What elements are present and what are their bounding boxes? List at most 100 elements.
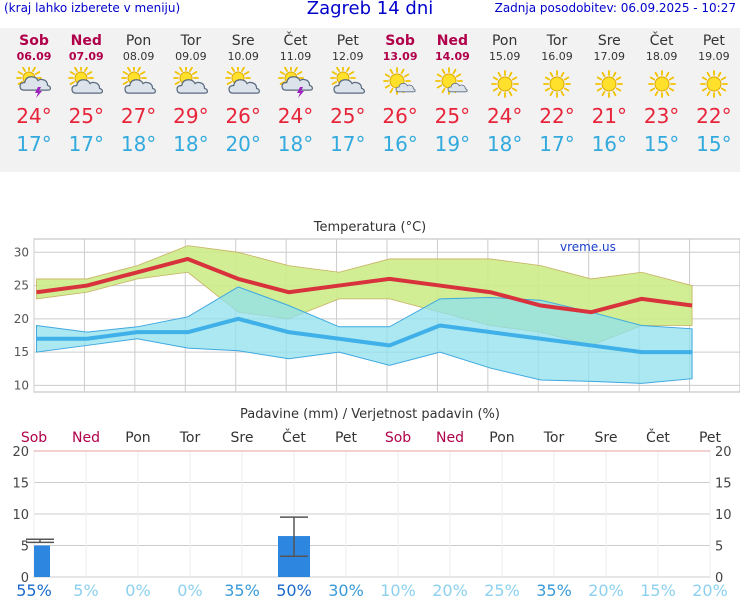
precip-probability: 0% <box>177 581 202 600</box>
min-temperature: 16° <box>591 132 628 156</box>
sun-cloud-icon <box>217 64 269 104</box>
precip-probability: 15% <box>640 581 676 600</box>
day-name: Sob <box>19 33 49 49</box>
daily-forecast-strip: Sob 06.09 24° 17° Ned 07.09 25° 17° Pon 08.09 27° 1… <box>0 28 740 172</box>
day-label: Pet <box>699 430 722 446</box>
day-label: Sre <box>595 430 618 446</box>
day-name: Pon <box>491 33 518 49</box>
day-column: Čet 11.09 24° 18° <box>270 28 322 160</box>
day-column: Sob 13.09 26° 16° <box>374 28 426 160</box>
day-label: Ned <box>72 430 100 446</box>
day-label: Tor <box>543 430 565 446</box>
day-date: 10.09 <box>227 50 259 63</box>
day-column: Pet 12.09 25° 17° <box>322 28 374 160</box>
day-column: Tor 16.09 22° 17° <box>531 28 583 160</box>
y-tick-label-left: 15 <box>12 477 29 492</box>
sun-icon <box>583 64 635 104</box>
max-temperature: 25° <box>68 104 105 128</box>
day-date: 17.09 <box>593 50 626 63</box>
precip-probability: 5% <box>73 581 98 600</box>
precip-probability: 10% <box>380 581 416 600</box>
min-temperature: 18° <box>486 132 523 156</box>
day-date: 15.09 <box>488 50 521 63</box>
day-date: 16.09 <box>541 50 573 63</box>
y-tick-label: 25 <box>14 279 29 293</box>
precip-probability: 20% <box>692 581 728 600</box>
max-temperature: 25° <box>330 104 366 128</box>
day-label: Tor <box>179 430 201 446</box>
sun-cloud-icon <box>60 64 112 104</box>
max-temperature: 25° <box>434 104 471 128</box>
day-label: Čet <box>646 428 670 446</box>
sun-icon <box>636 64 688 104</box>
day-column: Sre 17.09 21° 16° <box>583 28 635 160</box>
max-temperature: 24° <box>277 104 314 128</box>
day-name: Ned <box>70 33 102 49</box>
day-name: Ned <box>436 33 468 49</box>
day-date: 06.09 <box>16 50 52 63</box>
day-column: Pet 19.09 22° 15° <box>688 28 740 160</box>
y-tick-label-right: 0 <box>715 571 723 586</box>
min-temperature: 18° <box>173 132 209 156</box>
day-name: Pet <box>336 33 359 49</box>
max-temperature: 24° <box>16 104 52 128</box>
day-name: Tor <box>180 33 202 49</box>
min-temperature: 17° <box>539 132 575 156</box>
day-name: Čet <box>283 33 308 49</box>
day-date: 14.09 <box>434 50 470 63</box>
max-temperature: 23° <box>643 104 680 128</box>
max-temp-line <box>36 256 693 315</box>
y-tick-label-right: 5 <box>715 540 723 555</box>
max-temperature: 26° <box>225 104 261 128</box>
sun-small-cloud-icon <box>426 64 478 104</box>
sun-cloud-icon <box>113 64 165 104</box>
day-column: Sre 10.09 26° 20° <box>217 28 269 160</box>
min-temperature: 15° <box>643 132 680 156</box>
sun-icon <box>531 64 583 104</box>
y-tick-label: 30 <box>14 245 29 259</box>
day-column: Ned 14.09 25° 19° <box>426 28 478 160</box>
precip-probability: 35% <box>224 581 260 600</box>
day-name: Sre <box>597 33 621 49</box>
day-label: Pon <box>489 430 514 446</box>
day-column: Ned 07.09 25° 17° <box>60 28 112 160</box>
min-temperature: 19° <box>434 132 471 156</box>
day-name: Sob <box>385 33 415 49</box>
min-temperature: 17° <box>330 132 366 156</box>
sun-icon <box>688 64 740 104</box>
y-tick-label: 20 <box>14 312 29 326</box>
day-column: Tor 09.09 29° 18° <box>165 28 217 160</box>
day-date: 08.09 <box>122 50 155 63</box>
sun-cloud-icon <box>165 64 217 104</box>
min-temp-range-band <box>36 286 693 384</box>
y-tick-label-left: 5 <box>21 540 29 555</box>
day-column: Pon 08.09 27° 18° <box>113 28 165 160</box>
precip-probability: 35% <box>536 581 572 600</box>
day-label: Čet <box>282 428 306 446</box>
day-label: Ned <box>436 430 464 446</box>
min-temp-line <box>36 316 693 355</box>
day-date: 19.09 <box>698 50 730 63</box>
min-temperature: 18° <box>277 132 314 156</box>
max-temperature: 22° <box>539 104 575 128</box>
day-date: 09.09 <box>175 50 207 63</box>
min-temperature: 16° <box>382 132 418 156</box>
y-tick-label-right: 20 <box>715 445 732 460</box>
y-tick-label: 10 <box>14 378 29 392</box>
y-tick-label-right: 15 <box>715 477 732 492</box>
day-date: 11.09 <box>279 50 312 63</box>
precip-probability: 50% <box>276 581 312 600</box>
y-tick-label-right: 10 <box>715 508 732 523</box>
day-name: Pet <box>702 33 725 49</box>
min-temperature: 15° <box>696 132 732 156</box>
precip-probability: 25% <box>484 581 520 600</box>
watermark: vreme.us <box>560 240 616 254</box>
day-name: Pon <box>125 33 152 49</box>
precip-probability: 0% <box>125 581 150 600</box>
precipitation-chart: Sob Ned Pon Tor Sre Čet Pet Sob Ned Pon Tor Sre Čet P… <box>12 428 732 600</box>
day-date: 07.09 <box>68 50 104 63</box>
day-column: Sob 06.09 24° 17° <box>8 28 60 160</box>
max-temperature: 24° <box>486 104 523 128</box>
min-temperature: 17° <box>16 132 52 156</box>
location-hint[interactable]: (kraj lahko izberete v meniju) <box>4 1 181 15</box>
